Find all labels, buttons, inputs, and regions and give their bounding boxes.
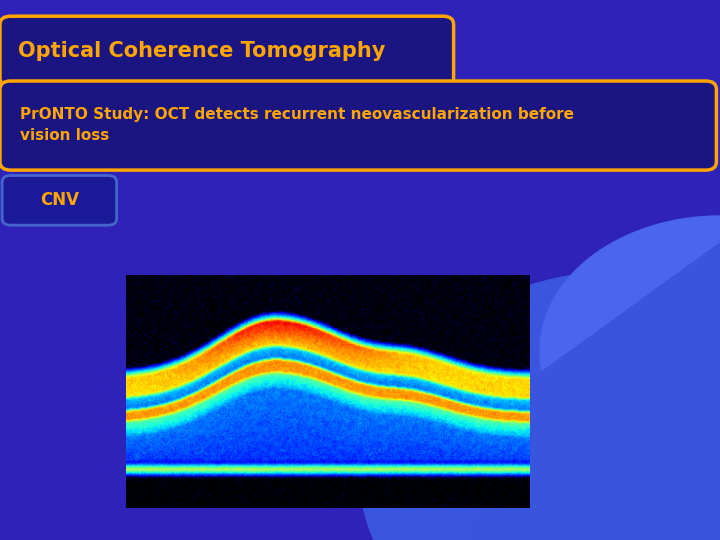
FancyBboxPatch shape — [0, 81, 716, 170]
Polygon shape — [468, 243, 720, 540]
Circle shape — [360, 270, 720, 540]
FancyBboxPatch shape — [0, 16, 454, 86]
Text: Optical Coherence Tomography: Optical Coherence Tomography — [18, 41, 385, 62]
Text: CNV: CNV — [40, 191, 79, 210]
FancyBboxPatch shape — [2, 176, 117, 225]
Circle shape — [540, 216, 720, 486]
Text: PrONTO Study: OCT detects recurrent neovascularization before
vision loss: PrONTO Study: OCT detects recurrent neov… — [20, 107, 574, 143]
